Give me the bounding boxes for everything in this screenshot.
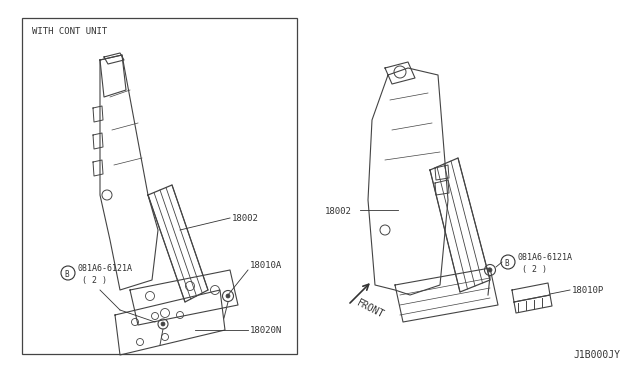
Circle shape <box>161 322 165 326</box>
Text: B: B <box>64 270 68 279</box>
Text: 081A6-6121A: 081A6-6121A <box>77 264 132 273</box>
Text: 18010A: 18010A <box>250 261 282 270</box>
Text: J1B000JY: J1B000JY <box>573 350 620 360</box>
Text: ( 2 ): ( 2 ) <box>82 276 107 285</box>
Text: ( 2 ): ( 2 ) <box>522 265 547 274</box>
Bar <box>22 18 297 354</box>
Text: 18002: 18002 <box>232 214 259 223</box>
Text: 18010P: 18010P <box>572 286 604 295</box>
Circle shape <box>488 268 492 272</box>
Text: 18020N: 18020N <box>250 326 282 335</box>
Text: 081A6-6121A: 081A6-6121A <box>517 253 572 262</box>
Text: 18002: 18002 <box>325 207 352 216</box>
Text: FRONT: FRONT <box>355 298 386 320</box>
Text: WITH CONT UNIT: WITH CONT UNIT <box>32 27 108 36</box>
Circle shape <box>226 294 230 298</box>
Text: B: B <box>504 259 509 268</box>
